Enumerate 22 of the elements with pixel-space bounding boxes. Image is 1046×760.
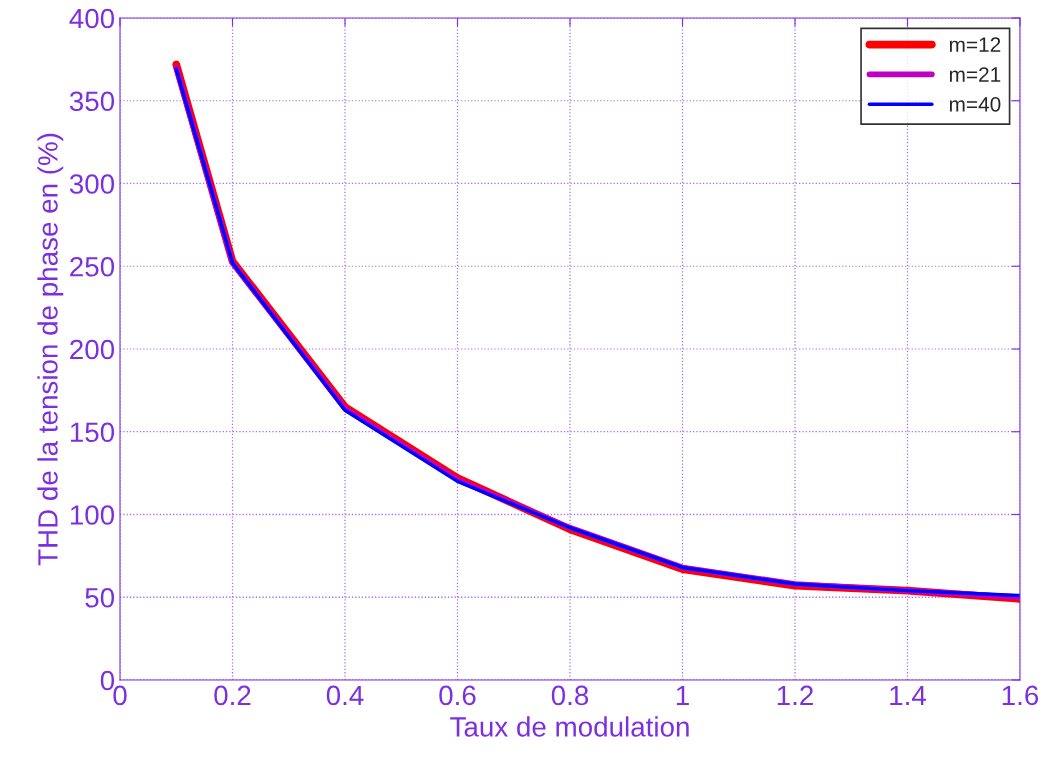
x-tick-label: 1.2 bbox=[777, 685, 813, 705]
x-tick-label: 1 bbox=[676, 685, 689, 705]
y-tick-label: 0 bbox=[100, 670, 115, 691]
x-tick-label: 0.2 bbox=[214, 685, 251, 706]
y-tick-label: 300 bbox=[69, 174, 115, 194]
x-axis-title: Taux de modulation bbox=[450, 716, 689, 737]
x-tick-label: 0.6 bbox=[439, 685, 476, 706]
x-tick-label: 0.4 bbox=[326, 685, 364, 706]
y-tick-label: 50 bbox=[85, 587, 115, 608]
y-tick-label: 250 bbox=[70, 256, 115, 277]
y-tick-label: 350 bbox=[69, 91, 115, 112]
legend-label: m=40 bbox=[949, 96, 1001, 112]
x-tick-label: 0.8 bbox=[551, 685, 589, 706]
legend-label: m=12 bbox=[949, 37, 1001, 52]
y-tick-label: 100 bbox=[70, 505, 115, 525]
y-axis-title: THD de la tension de phase en (%) bbox=[37, 133, 64, 566]
y-tick-label: 200 bbox=[70, 339, 115, 360]
y-tick-label: 150 bbox=[70, 422, 115, 443]
x-tick-label: 1.6 bbox=[1002, 685, 1039, 706]
y-tick-label: 400 bbox=[69, 8, 115, 29]
legend-label: m=21 bbox=[949, 67, 1001, 82]
x-tick-label: 1.4 bbox=[890, 685, 926, 705]
